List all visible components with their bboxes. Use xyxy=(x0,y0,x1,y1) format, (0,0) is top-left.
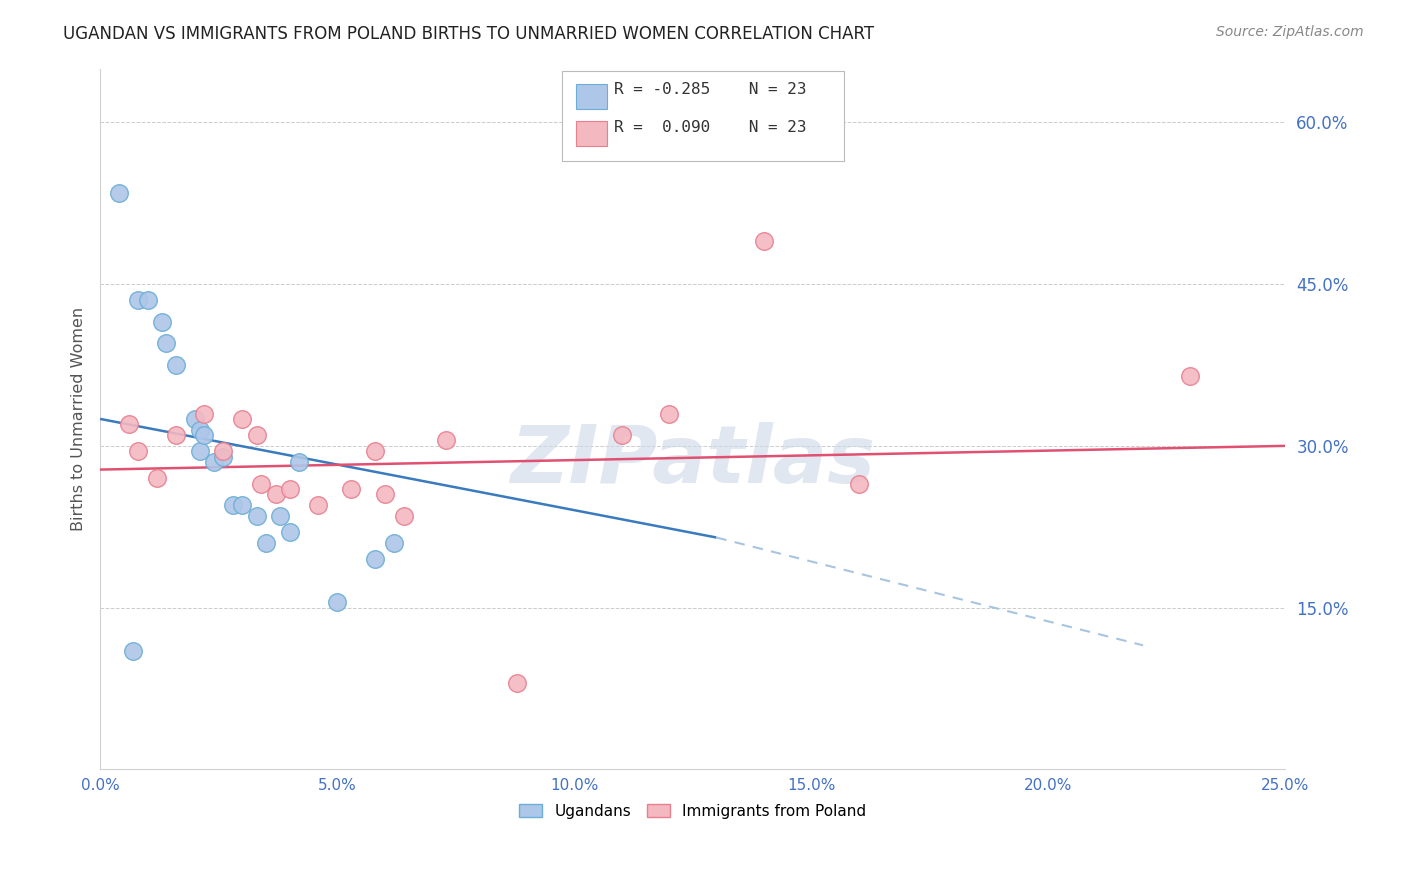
Point xyxy=(364,444,387,458)
Point xyxy=(506,676,529,690)
Point xyxy=(254,536,277,550)
Text: UGANDAN VS IMMIGRANTS FROM POLAND BIRTHS TO UNMARRIED WOMEN CORRELATION CHART: UGANDAN VS IMMIGRANTS FROM POLAND BIRTHS… xyxy=(63,25,875,43)
Point xyxy=(136,293,159,308)
Point xyxy=(122,643,145,657)
Point xyxy=(117,417,139,432)
Point xyxy=(382,536,405,550)
Point xyxy=(212,444,235,458)
Point xyxy=(146,471,169,485)
Point xyxy=(165,358,187,372)
Point xyxy=(231,498,253,512)
Text: R = -0.285    N = 23: R = -0.285 N = 23 xyxy=(614,82,807,97)
Point xyxy=(307,498,329,512)
Y-axis label: Births to Unmarried Women: Births to Unmarried Women xyxy=(72,307,86,531)
Point xyxy=(364,552,387,566)
Point xyxy=(193,428,215,442)
Text: Source: ZipAtlas.com: Source: ZipAtlas.com xyxy=(1216,25,1364,39)
Point xyxy=(108,186,131,200)
Point xyxy=(269,508,291,523)
Point xyxy=(212,450,235,464)
Point xyxy=(326,595,349,609)
Point xyxy=(127,444,149,458)
Point xyxy=(188,423,211,437)
Point xyxy=(340,482,363,496)
Point xyxy=(658,407,681,421)
Point xyxy=(848,476,870,491)
Point xyxy=(278,525,301,540)
Point xyxy=(245,428,267,442)
Point xyxy=(392,508,415,523)
Point xyxy=(434,434,457,448)
Text: R =  0.090    N = 23: R = 0.090 N = 23 xyxy=(614,120,807,135)
Point xyxy=(193,407,215,421)
Point xyxy=(231,412,253,426)
Point xyxy=(127,293,149,308)
Point xyxy=(222,498,245,512)
Point xyxy=(250,476,273,491)
Point xyxy=(245,508,267,523)
Point xyxy=(278,482,301,496)
Point xyxy=(150,315,173,329)
Point xyxy=(752,234,775,248)
Point xyxy=(155,336,177,351)
Point xyxy=(188,444,211,458)
Point xyxy=(374,487,396,501)
Point xyxy=(202,455,225,469)
Point xyxy=(264,487,287,501)
Point xyxy=(1180,368,1202,383)
Text: ZIPatlas: ZIPatlas xyxy=(510,422,875,500)
Legend: Ugandans, Immigrants from Poland: Ugandans, Immigrants from Poland xyxy=(513,797,872,825)
Point xyxy=(610,428,633,442)
Point xyxy=(165,428,187,442)
Point xyxy=(288,455,311,469)
Point xyxy=(184,412,207,426)
